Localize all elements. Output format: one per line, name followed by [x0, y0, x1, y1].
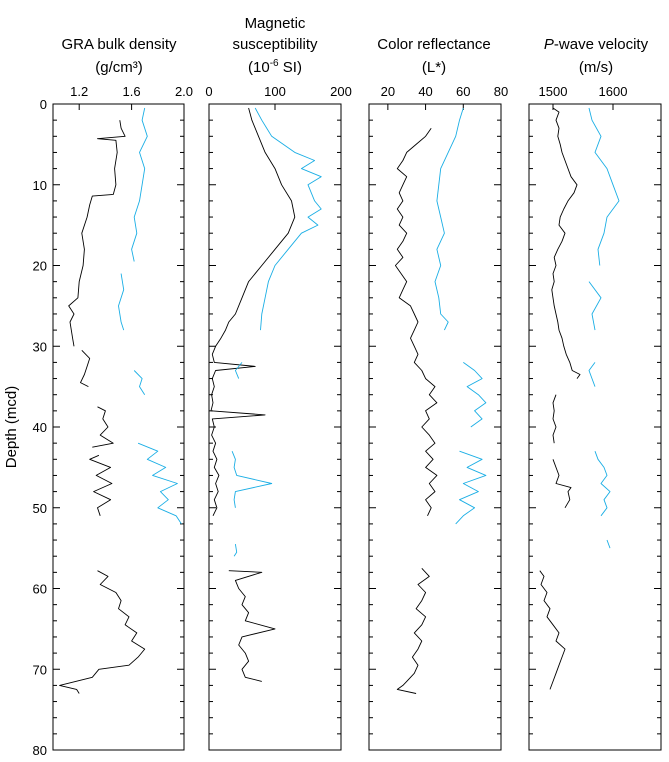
x-tick-label: 1.2 — [70, 84, 88, 99]
series-line-black — [59, 570, 146, 694]
panel-title-color: Color reflectance (L*) — [377, 36, 490, 76]
x-tick-label: 100 — [264, 84, 286, 99]
gra-title-line1: GRA bulk density — [61, 36, 177, 53]
y-tick-label: 60 — [33, 582, 47, 597]
panel-gra-bulk-density: 1.2 1.6 2.0 — [52, 84, 193, 751]
color-title-line2: (L*) — [422, 59, 446, 76]
series-line-blue — [463, 362, 487, 428]
pwave-title-italic: P — [544, 36, 554, 53]
x-tick-label: 80 — [494, 84, 508, 99]
panel-frame — [368, 103, 502, 751]
panel-title-magsus: Magnetic susceptibility (10-6 SI) — [232, 15, 318, 76]
series-line-blue — [231, 451, 273, 508]
series-line-blue — [588, 362, 596, 387]
y-tick-label: 50 — [33, 501, 47, 516]
panel-title-pwave: P-wave velocity (m/s) — [544, 36, 649, 76]
y-tick-label: 80 — [33, 743, 47, 758]
magsus-units-post: SI) — [279, 59, 302, 76]
magsus-units-sup: -6 — [270, 58, 279, 69]
x-tick-label: 1500 — [539, 84, 568, 99]
series-line-black — [92, 406, 114, 448]
panel-frame — [528, 103, 662, 751]
x-tick-label: 1600 — [599, 84, 628, 99]
panel-frame — [52, 103, 185, 751]
pwave-title-line2: (m/s) — [579, 59, 613, 76]
x-tick-label: 2.0 — [175, 84, 193, 99]
x-tick-label: 0 — [205, 84, 212, 99]
series-line-blue — [588, 281, 602, 331]
panel-p-wave-velocity: 1500 1600 — [528, 84, 662, 751]
panel-frame — [208, 103, 342, 751]
x-tick-label: 60 — [456, 84, 470, 99]
series-line-black — [552, 394, 557, 444]
series-line-black — [396, 567, 430, 694]
series-line-blue — [131, 107, 148, 262]
magsus-title-line1: Magnetic — [245, 15, 306, 32]
series-line-black — [394, 127, 438, 516]
x-tick-label: 200 — [330, 84, 352, 99]
series-line-black — [89, 454, 113, 516]
series-line-blue — [594, 451, 611, 517]
magsus-title-line3: (10-6 SI) — [248, 58, 302, 76]
series-line-black — [68, 120, 126, 347]
x-tick-label: 20 — [381, 84, 395, 99]
y-tick-label: 70 — [33, 662, 47, 677]
magsus-units-pre: (10 — [248, 59, 270, 76]
series-line-blue — [455, 450, 487, 525]
y-tick-label: 10 — [33, 178, 47, 193]
series-line-blue — [254, 107, 322, 331]
series-line-black — [228, 570, 276, 682]
series-line-black — [210, 107, 296, 516]
panel-magnetic-susceptibility: 0 100 200 — [205, 84, 352, 751]
series-line-black — [552, 459, 572, 509]
color-title-line1: Color reflectance — [377, 36, 490, 53]
x-tick-label: 1.6 — [123, 84, 141, 99]
x-tick-label: 40 — [418, 84, 432, 99]
series-line-black — [539, 570, 566, 690]
series-line-blue — [606, 539, 611, 549]
magsus-title-line2: susceptibility — [232, 36, 318, 53]
series-line-blue — [118, 273, 125, 331]
panel-title-gra: GRA bulk density (g/cm³) — [61, 36, 177, 76]
y-tick-label: 20 — [33, 259, 47, 274]
y-tick-label: 30 — [33, 339, 47, 354]
y-tick-label: 40 — [33, 420, 47, 435]
series-line-blue — [133, 370, 146, 395]
series-line-black — [80, 349, 91, 388]
y-tick-label: 0 — [40, 97, 47, 112]
pwave-title-rest: -wave velocity — [554, 36, 649, 53]
y-axis-label: Depth (mcd) — [3, 386, 20, 469]
series-line-black — [551, 107, 581, 379]
panel-color-reflectance: 20 40 60 80 — [368, 84, 508, 751]
series-line-blue — [234, 362, 243, 379]
series-line-blue — [588, 107, 620, 266]
series-line-blue — [137, 442, 182, 525]
series-line-blue — [434, 107, 464, 331]
y-tick-labels: 0 10 20 30 40 50 60 70 80 — [33, 97, 47, 758]
series-line-blue — [233, 544, 238, 557]
pwave-title-line1: P-wave velocity — [544, 36, 649, 53]
gra-title-line2: (g/cm³) — [95, 59, 143, 76]
